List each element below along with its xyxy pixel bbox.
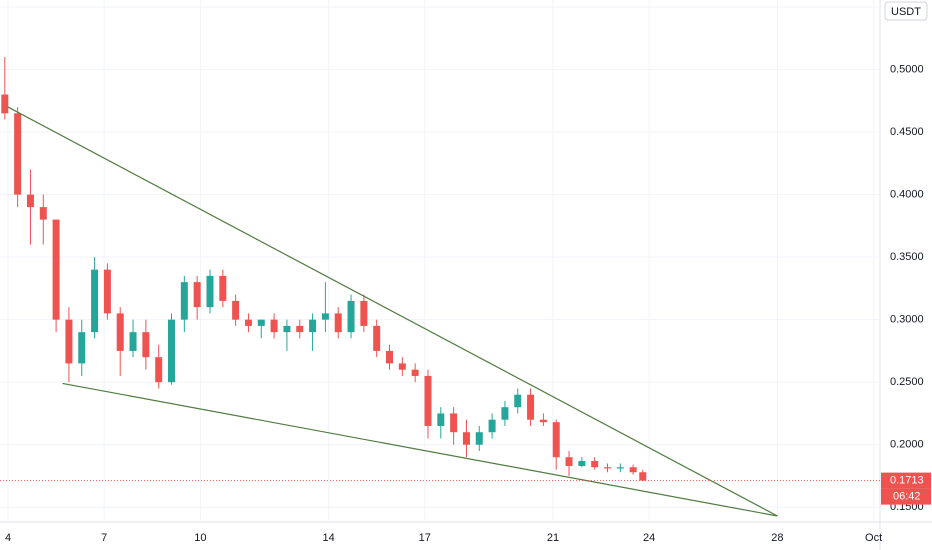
candle-body: [129, 332, 137, 351]
candle-body: [103, 269, 111, 314]
candle-body: [142, 332, 150, 358]
candle-body: [424, 375, 432, 426]
candle-body: [411, 369, 419, 376]
candle-body: [616, 467, 624, 469]
candle-body: [639, 472, 647, 481]
candle-body: [514, 394, 522, 408]
y-tick-label: 0.4500: [890, 126, 924, 138]
x-tick-label: 17: [419, 532, 431, 544]
candle-body: [206, 275, 214, 308]
candle-body: [257, 319, 265, 326]
candle-body: [527, 394, 535, 420]
y-tick-label: 0.5000: [890, 63, 924, 75]
currency-box: [884, 1, 928, 21]
x-tick-label: 10: [194, 532, 206, 544]
candle-body: [629, 467, 637, 473]
candle-body: [91, 269, 99, 333]
candle-body: [501, 407, 509, 420]
candle-body: [475, 432, 483, 445]
candle-body: [168, 319, 176, 383]
x-tick-label: 14: [322, 532, 334, 544]
candle-body: [26, 194, 34, 208]
last-price-label: 0.1713: [890, 475, 924, 487]
x-tick-label: 28: [771, 532, 783, 544]
candle-body: [180, 282, 188, 320]
candle-body: [193, 282, 201, 308]
trend-line: [62, 382, 778, 517]
candle-body: [219, 275, 227, 301]
x-tick-label: 4: [5, 532, 11, 544]
candle-body: [386, 350, 394, 364]
x-tick-label: 24: [643, 532, 655, 544]
y-tick-label: 0.2500: [890, 376, 924, 388]
candle-body: [578, 460, 586, 466]
x-tick-label: 21: [547, 532, 559, 544]
candle-body: [65, 319, 73, 364]
candle-body: [398, 363, 406, 370]
candle-body: [155, 357, 163, 383]
y-tick-label: 0.4000: [890, 188, 924, 200]
candle-body: [604, 467, 612, 469]
candle-body: [565, 457, 573, 466]
candle-body: [334, 313, 342, 333]
candle-body: [552, 422, 560, 458]
candle-body: [373, 325, 381, 351]
candle-body: [321, 313, 329, 320]
trend-line: [7, 106, 778, 517]
x-tick-label: Oct: [865, 532, 882, 544]
candle-body: [591, 460, 599, 468]
candle-body: [296, 325, 304, 333]
last-price-box: [881, 472, 931, 489]
y-tick-label: 0.3500: [890, 251, 924, 263]
candle-body: [39, 207, 47, 220]
candle-body: [1, 94, 9, 114]
candle-body: [360, 300, 368, 326]
candle-body: [52, 219, 60, 320]
y-tick-label: 0.2000: [890, 439, 924, 451]
candle-body: [14, 113, 22, 195]
candle-body: [347, 300, 355, 333]
candle-body: [270, 319, 278, 333]
candle-body: [437, 413, 445, 426]
candle-body: [309, 319, 317, 333]
candle-body: [462, 432, 470, 445]
candle-body: [232, 300, 240, 320]
y-tick-label: 0.3000: [890, 314, 924, 326]
candle-body: [244, 319, 252, 326]
candle-body: [116, 313, 124, 351]
candle-body: [78, 332, 86, 364]
countdown-box: [881, 488, 931, 505]
currency-label: USDT: [891, 6, 921, 18]
countdown-label: 06:42: [893, 491, 921, 503]
candle-body: [539, 419, 547, 423]
candle-body: [283, 325, 291, 333]
candle-body: [450, 413, 458, 433]
candle-body: [488, 419, 496, 433]
x-tick-label: 7: [101, 532, 107, 544]
